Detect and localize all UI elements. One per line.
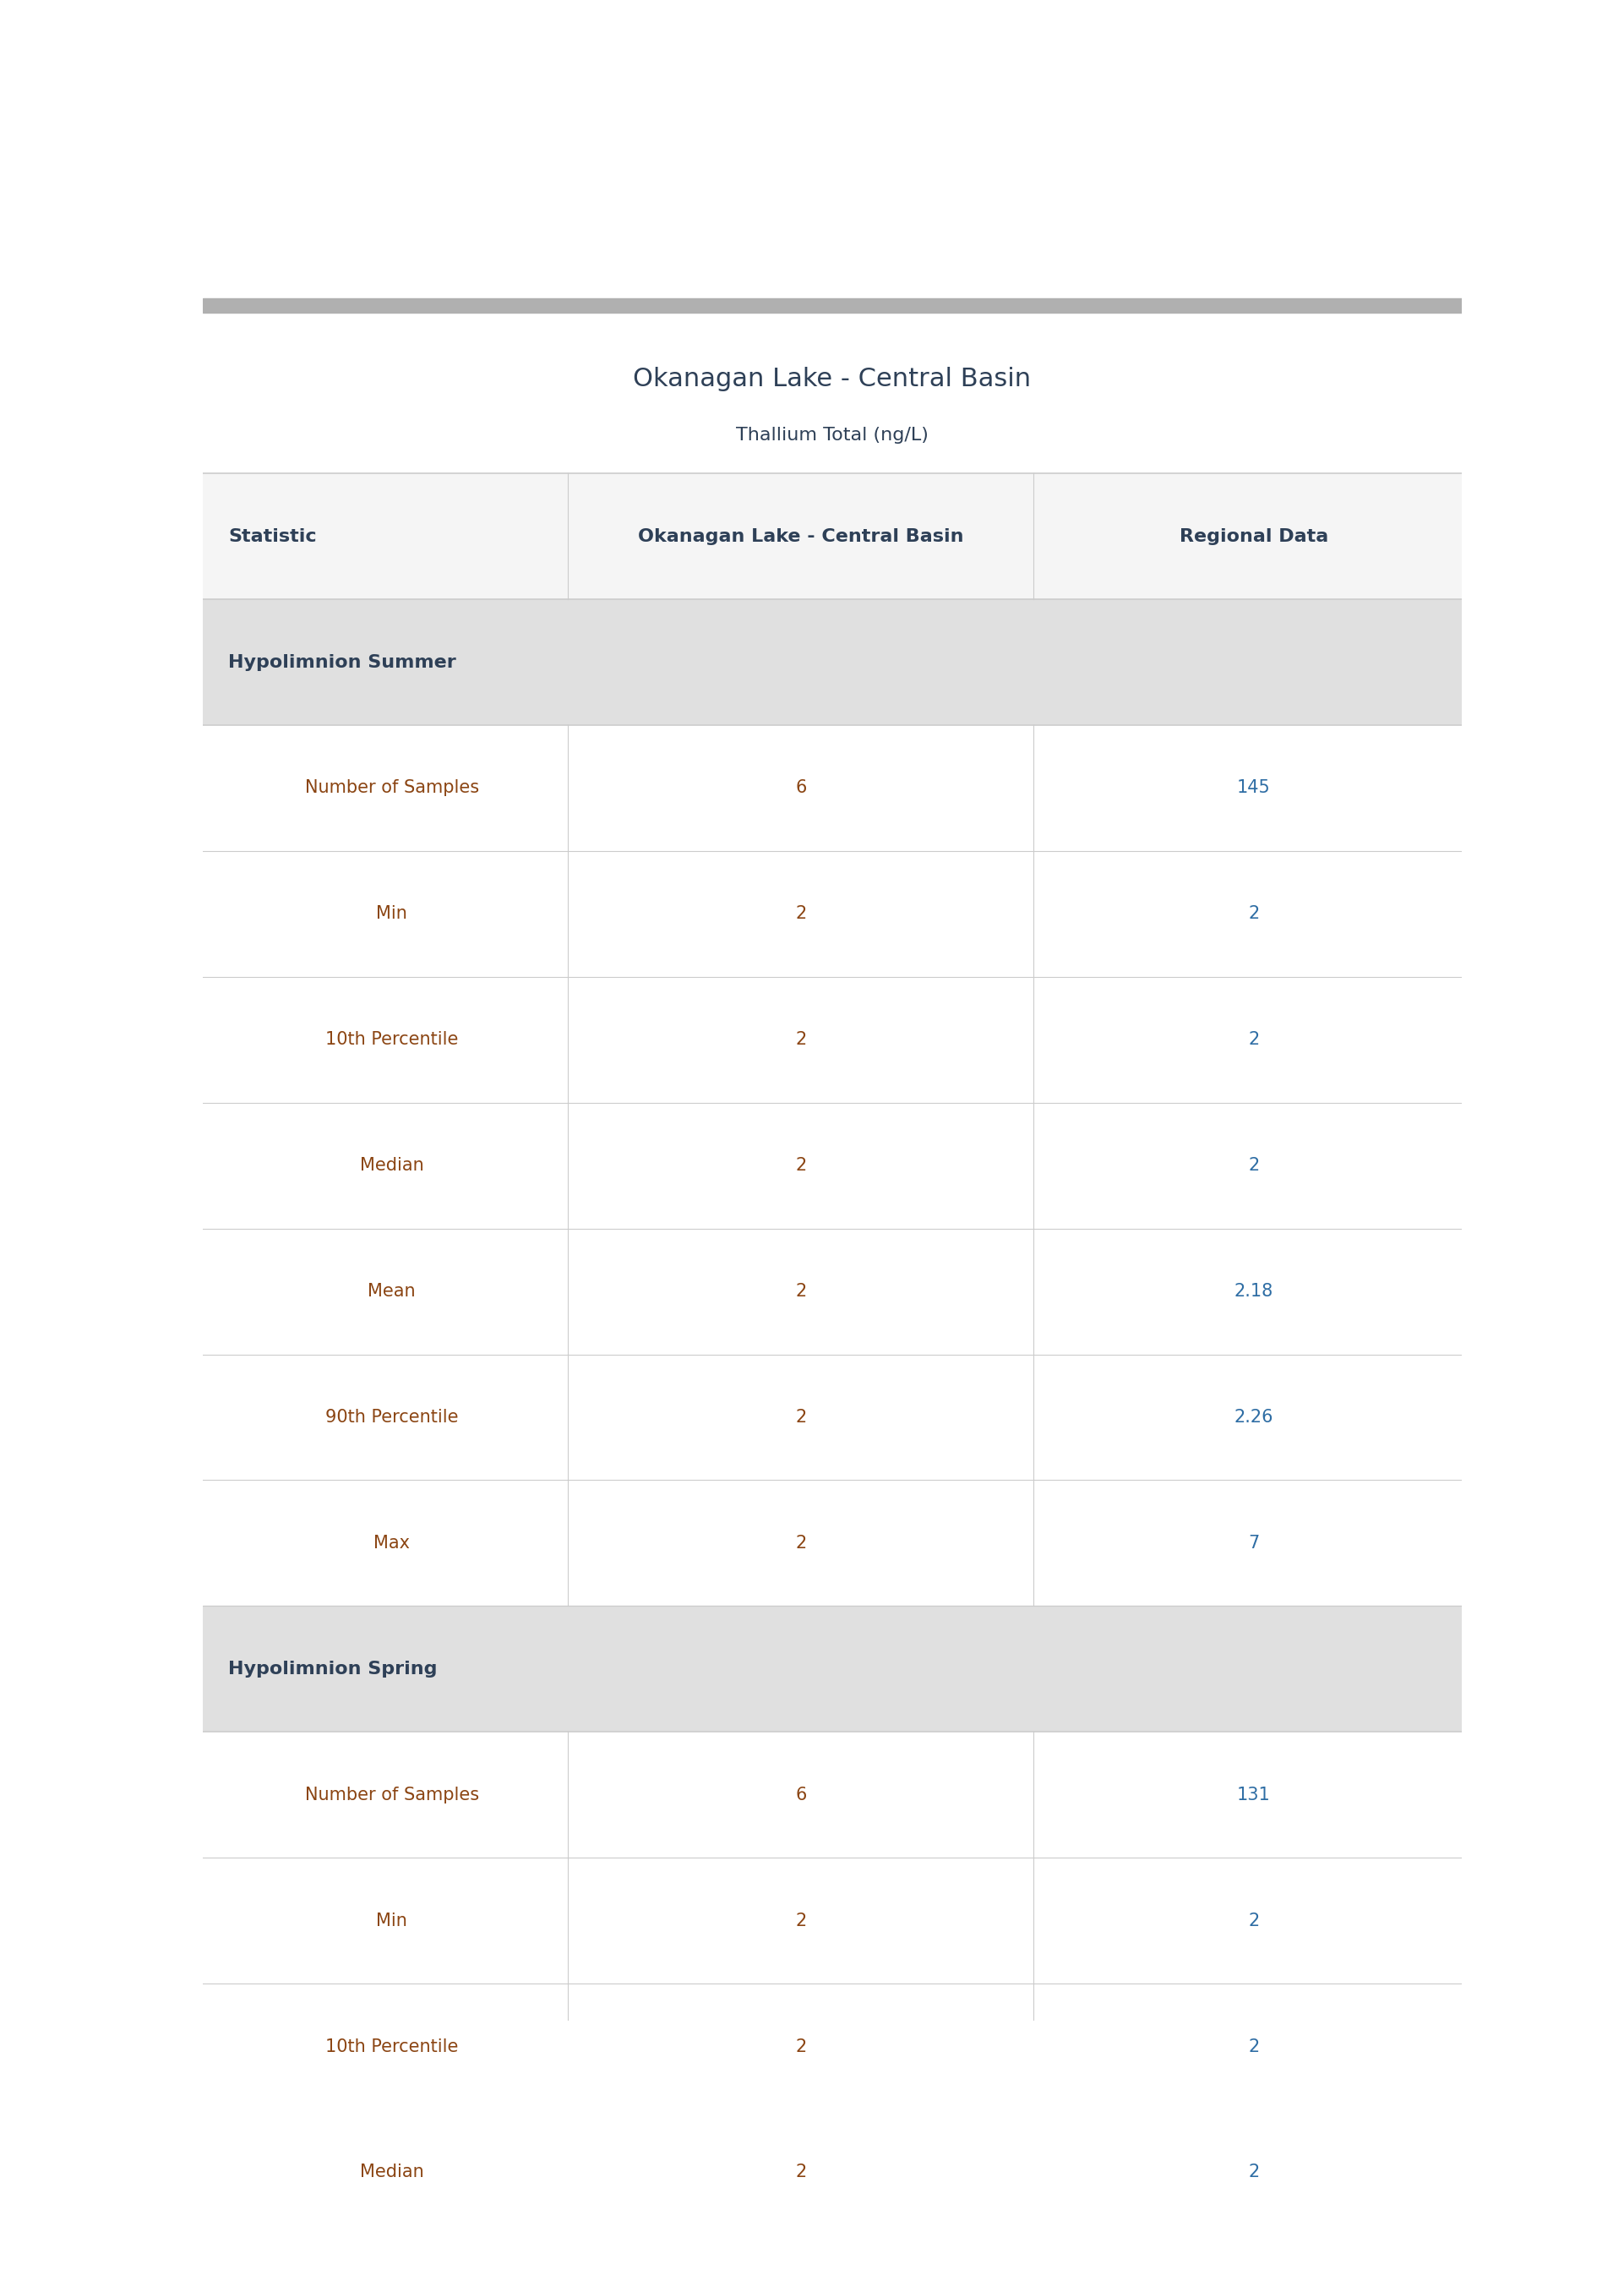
Bar	[203, 1732, 1462, 1857]
Text: 6: 6	[796, 1786, 807, 1802]
Bar	[203, 851, 1462, 976]
Bar	[203, 1228, 1462, 1355]
Text: 145: 145	[1237, 779, 1270, 797]
Text: 6: 6	[796, 779, 807, 797]
Bar	[203, 1857, 1462, 1984]
Bar	[203, 1103, 1462, 1228]
Text: 131: 131	[1237, 1786, 1270, 1802]
Bar	[203, 2109, 1462, 2236]
Bar	[203, 1984, 1462, 2109]
Text: Okanagan Lake - Central Basin: Okanagan Lake - Central Basin	[638, 529, 963, 545]
Text: 2: 2	[796, 1911, 807, 1930]
Text: 2: 2	[796, 2163, 807, 2181]
Text: 2: 2	[796, 1535, 807, 1553]
Text: 2: 2	[796, 906, 807, 922]
Text: 7: 7	[1249, 1535, 1260, 1553]
Text: Number of Samples: Number of Samples	[305, 779, 479, 797]
Text: 2: 2	[1249, 2038, 1260, 2054]
Bar	[203, 976, 1462, 1103]
Text: Hypolimnion Summer: Hypolimnion Summer	[227, 654, 456, 670]
Text: Max: Max	[374, 1535, 409, 1553]
Text: Hypolimnion Spring: Hypolimnion Spring	[227, 1662, 437, 1678]
Text: 2.26: 2.26	[1234, 1410, 1273, 1426]
Text: Min: Min	[377, 906, 408, 922]
Bar	[203, 1607, 1462, 1732]
Text: 90th Percentile: 90th Percentile	[325, 1410, 458, 1426]
Text: Regional Data: Regional Data	[1179, 529, 1328, 545]
Bar	[203, 1480, 1462, 1607]
Text: 2: 2	[796, 2038, 807, 2054]
Text: 2: 2	[1249, 906, 1260, 922]
Bar	[203, 724, 1462, 851]
Text: Statistic: Statistic	[227, 529, 317, 545]
Text: 2: 2	[796, 1283, 807, 1301]
Text: 2: 2	[1249, 1158, 1260, 1174]
Bar	[203, 1355, 1462, 1480]
Text: 2.18: 2.18	[1234, 1283, 1273, 1301]
Text: Median: Median	[361, 1158, 424, 1174]
Bar	[203, 599, 1462, 724]
Text: 2: 2	[1249, 2163, 1260, 2181]
Text: 2: 2	[1249, 1031, 1260, 1049]
Bar	[203, 300, 1462, 313]
Text: Thallium Total (ng/L): Thallium Total (ng/L)	[736, 427, 929, 443]
Text: 2: 2	[796, 1158, 807, 1174]
Text: Median: Median	[361, 2163, 424, 2181]
Text: Mean: Mean	[369, 1283, 416, 1301]
Text: Number of Samples: Number of Samples	[305, 1786, 479, 1802]
Text: 2: 2	[1249, 1911, 1260, 1930]
Text: 10th Percentile: 10th Percentile	[325, 2038, 458, 2054]
Text: 2: 2	[796, 1410, 807, 1426]
Text: Okanagan Lake - Central Basin: Okanagan Lake - Central Basin	[633, 368, 1031, 390]
Text: 10th Percentile: 10th Percentile	[325, 1031, 458, 1049]
Text: 2: 2	[796, 1031, 807, 1049]
Bar	[203, 2236, 1462, 2270]
Text: Min: Min	[377, 1911, 408, 1930]
Bar	[203, 474, 1462, 599]
